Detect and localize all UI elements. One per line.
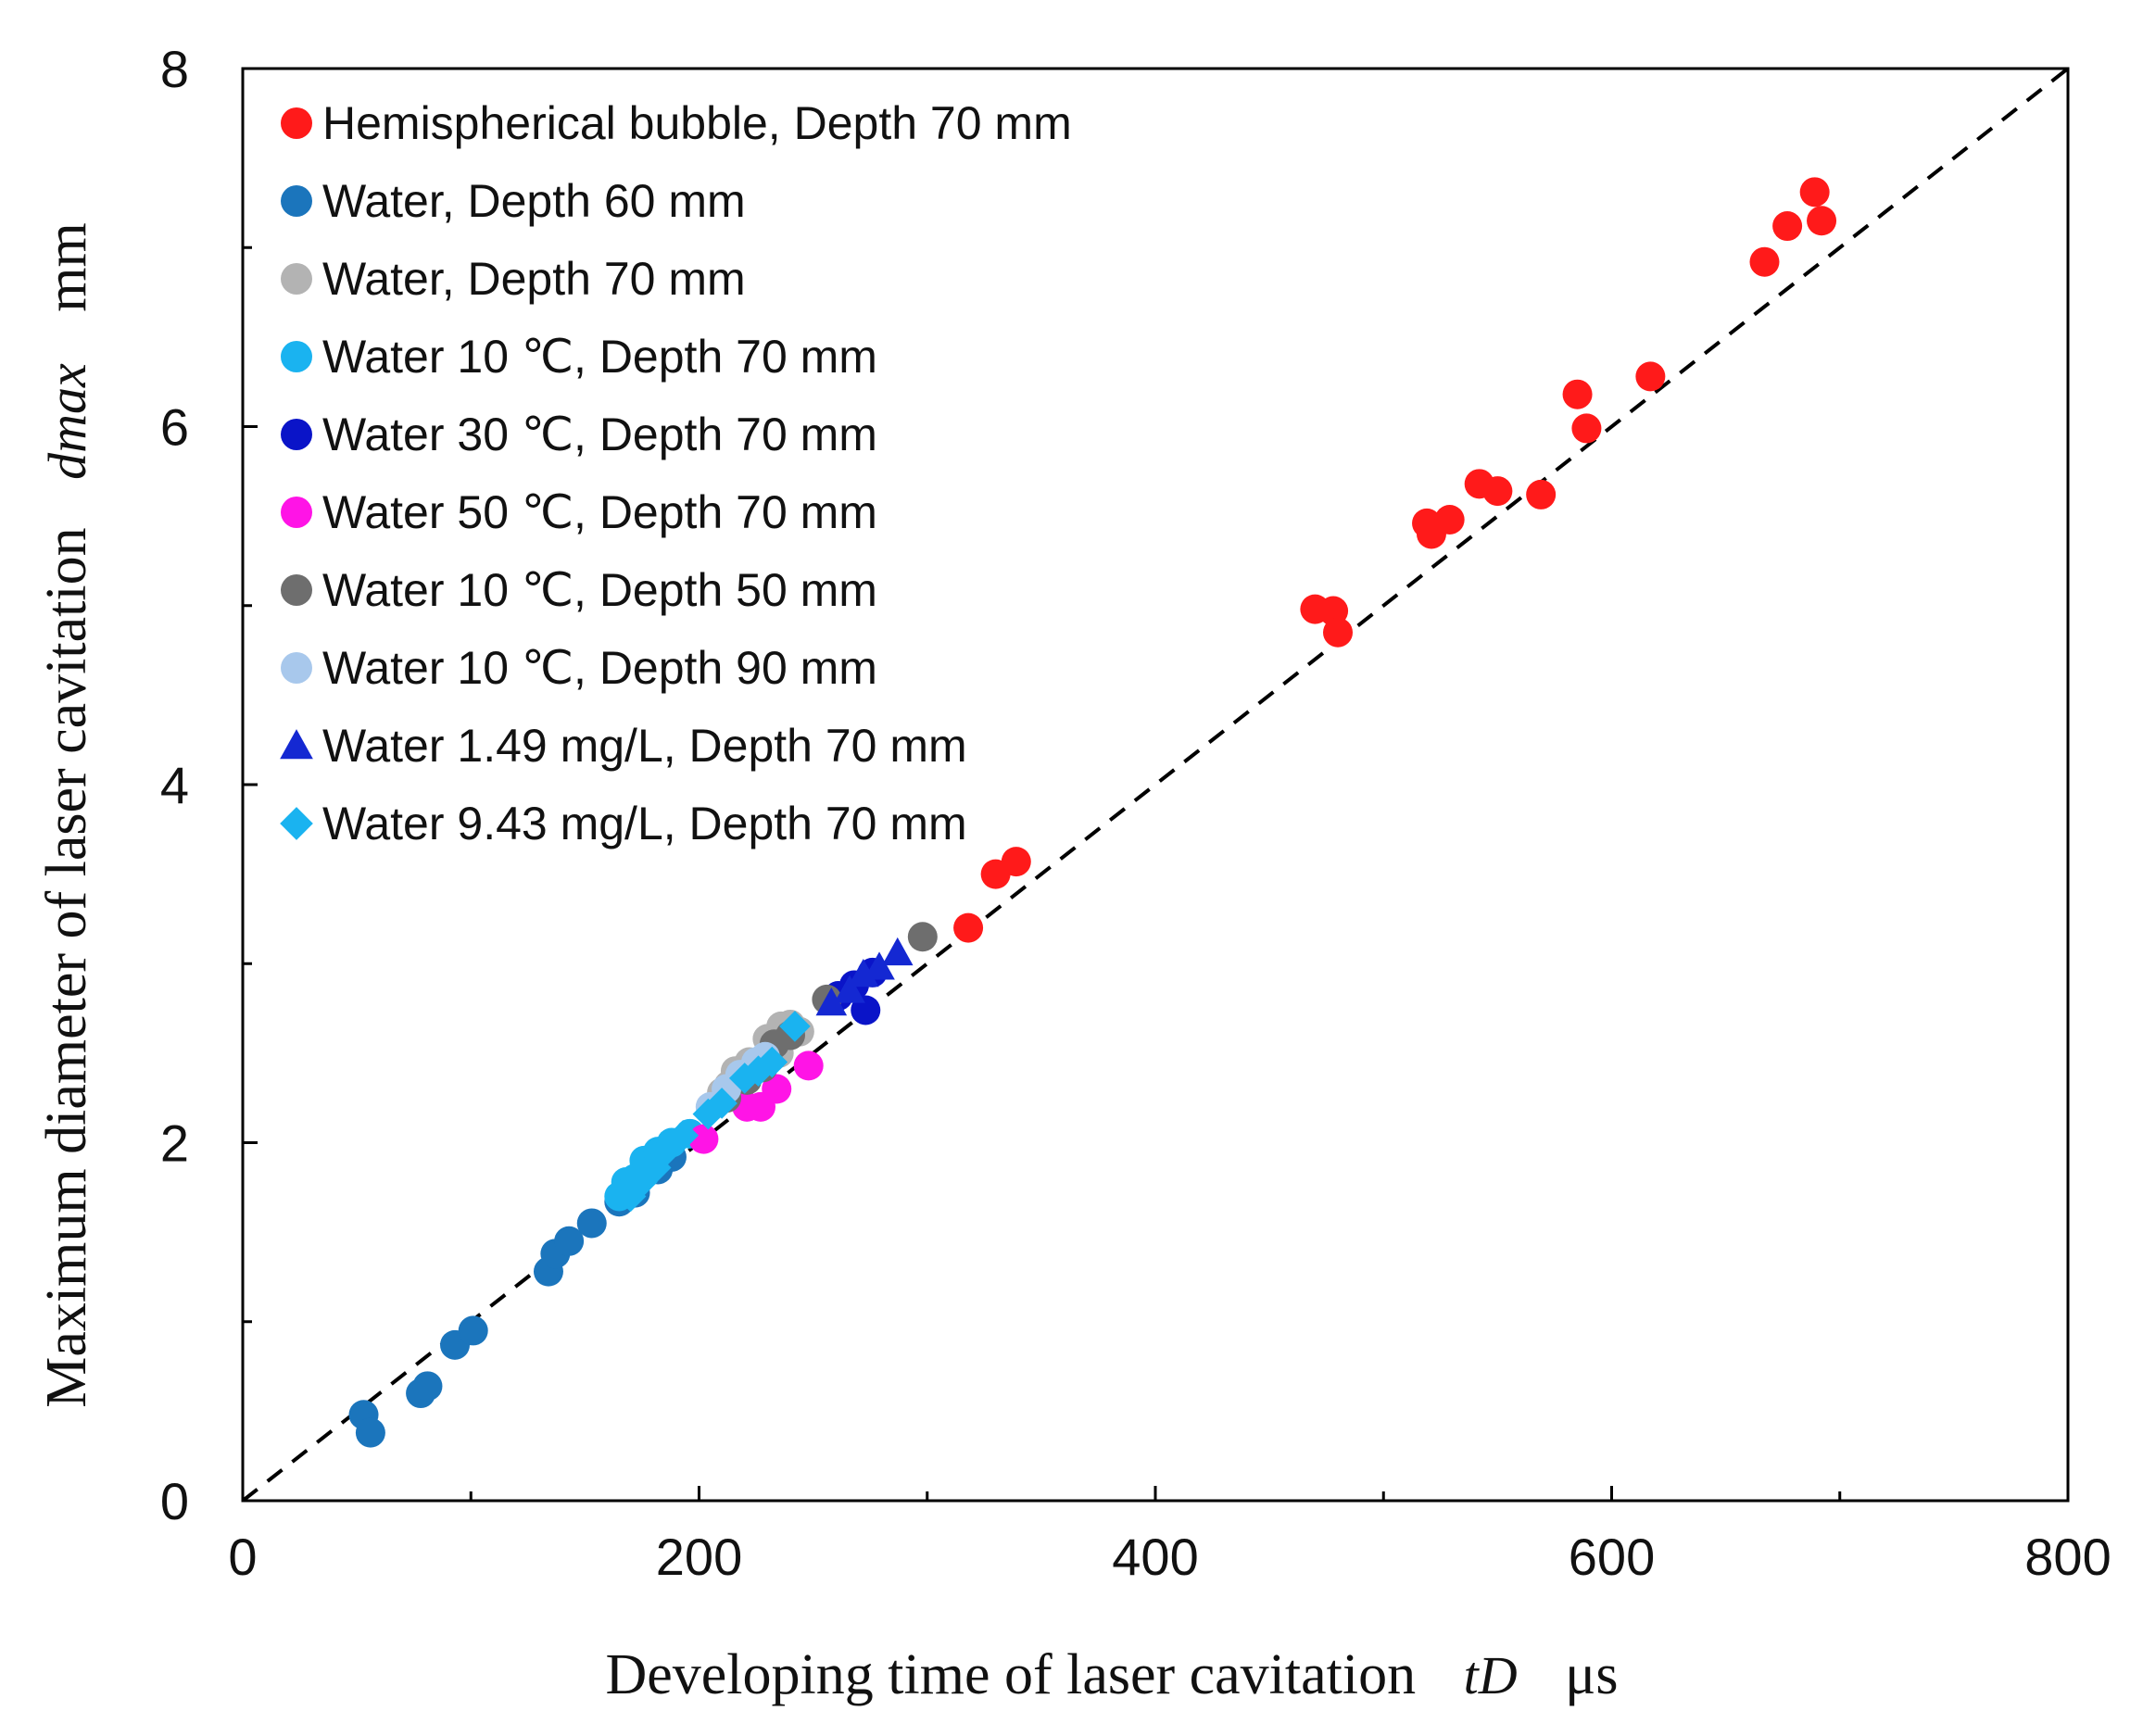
series-0 (953, 177, 1837, 943)
data-point (793, 1050, 824, 1081)
x-axis-unit: μs (1565, 1643, 1618, 1706)
y-tick-label: 6 (160, 398, 189, 457)
legend-marker (281, 107, 312, 139)
data-point (1526, 479, 1557, 509)
legend-label: Water 30 ℃, Depth 70 mm (322, 409, 877, 460)
data-point (728, 1063, 761, 1094)
x-tick-label: 800 (2024, 1528, 2111, 1586)
series-5 (688, 1050, 824, 1154)
y-tick-label: 8 (160, 40, 189, 98)
y-tick-label: 0 (160, 1472, 189, 1530)
data-point (881, 937, 914, 966)
data-point (1749, 246, 1780, 277)
data-point (1635, 361, 1666, 392)
data-point (815, 987, 848, 1016)
legend-item: Hemispherical bubble, Depth 70 mm (281, 97, 1072, 149)
data-point (1001, 847, 1031, 877)
legend: Hemispherical bubble, Depth 70 mm Water, … (280, 97, 1072, 849)
data-point (1772, 211, 1803, 242)
data-point (848, 959, 879, 988)
legend-marker (281, 652, 312, 684)
legend-label: Water 1.49 mg/L, Depth 70 mm (322, 720, 967, 772)
y-axis-symbol: dmax (37, 363, 97, 480)
data-point (688, 1124, 719, 1154)
y-tick-labels: 0 2 4 6 8 (160, 40, 189, 1530)
data-point (1434, 504, 1465, 535)
data-point (834, 975, 865, 1003)
data-point (1571, 413, 1602, 444)
legend-marker (281, 497, 312, 528)
data-point (756, 1046, 788, 1078)
data-point (554, 1226, 585, 1256)
legend-marker (281, 263, 312, 295)
legend-label: Water, Depth 70 mm (322, 253, 746, 305)
legend-item: Water 1.49 mg/L, Depth 70 mm (280, 720, 967, 772)
plot-area (241, 67, 2070, 1503)
data-points (348, 177, 1837, 1448)
legend-item: Water 9.43 mg/L, Depth 70 mm (280, 798, 967, 849)
data-point (667, 1119, 700, 1151)
series-8 (815, 937, 914, 1016)
series-9 (614, 1011, 811, 1213)
legend-item: Water, Depth 70 mm (281, 253, 746, 305)
x-axis-label: Developing time of laser cavitation (606, 1643, 1417, 1706)
x-tick-label: 600 (1569, 1528, 1655, 1586)
legend-item: Water 10 ℃, Depth 70 mm (281, 331, 877, 383)
data-point (458, 1315, 488, 1346)
data-point (626, 1166, 658, 1198)
legend-marker (281, 574, 312, 606)
legend-label: Hemispherical bubble, Depth 70 mm (322, 97, 1072, 149)
legend-item: Water 10 ℃, Depth 90 mm (281, 642, 877, 694)
axis-ticks (241, 67, 2070, 1503)
x-tick-labels: 0 200 400 600 800 (228, 1528, 2111, 1586)
x-tick-label: 400 (1112, 1528, 1198, 1586)
data-point (412, 1371, 443, 1402)
data-point (1807, 206, 1837, 236)
legend-label: Water 10 ℃, Depth 90 mm (322, 642, 877, 694)
legend-item: Water 50 ℃, Depth 70 mm (281, 486, 877, 538)
legend-marker (281, 341, 312, 372)
data-point (1562, 379, 1593, 409)
data-point (576, 1208, 607, 1239)
legend-item: Water, Depth 60 mm (281, 175, 746, 227)
data-point (953, 912, 984, 943)
legend-marker (281, 185, 312, 217)
data-point (1482, 476, 1513, 507)
data-point (864, 951, 895, 980)
legend-marker (280, 729, 313, 760)
legend-marker (280, 807, 313, 840)
legend-marker (281, 419, 312, 450)
data-point (355, 1417, 385, 1448)
data-point (907, 922, 938, 952)
y-tick-label: 4 (160, 756, 189, 814)
legend-label: Water 9.43 mg/L, Depth 70 mm (322, 798, 967, 849)
x-tick-label: 200 (656, 1528, 742, 1586)
legend-label: Water 10 ℃, Depth 50 mm (322, 564, 877, 616)
legend-label: Water 50 ℃, Depth 70 mm (322, 486, 877, 538)
data-point (762, 1074, 792, 1104)
data-point (1799, 177, 1830, 208)
data-point (706, 1088, 737, 1119)
y-axis-title: Maximum diameter of laser cavitation dma… (35, 222, 98, 1407)
x-tick-label: 0 (228, 1528, 257, 1586)
legend-item: Water 10 ℃, Depth 50 mm (281, 564, 877, 616)
data-point (779, 1011, 811, 1042)
y-tick-label: 2 (160, 1114, 189, 1173)
data-point (1323, 617, 1353, 648)
x-axis-symbol: tD (1464, 1645, 1518, 1705)
y-axis-label: Maximum diameter of laser cavitation (35, 527, 98, 1407)
legend-label: Water 10 ℃, Depth 70 mm (322, 331, 877, 383)
legend-item: Water 30 ℃, Depth 70 mm (281, 409, 877, 460)
y-axis-unit: mm (35, 222, 98, 311)
legend-label: Water, Depth 60 mm (322, 175, 746, 227)
x-axis-title: Developing time of laser cavitation tD μ… (606, 1643, 1619, 1706)
